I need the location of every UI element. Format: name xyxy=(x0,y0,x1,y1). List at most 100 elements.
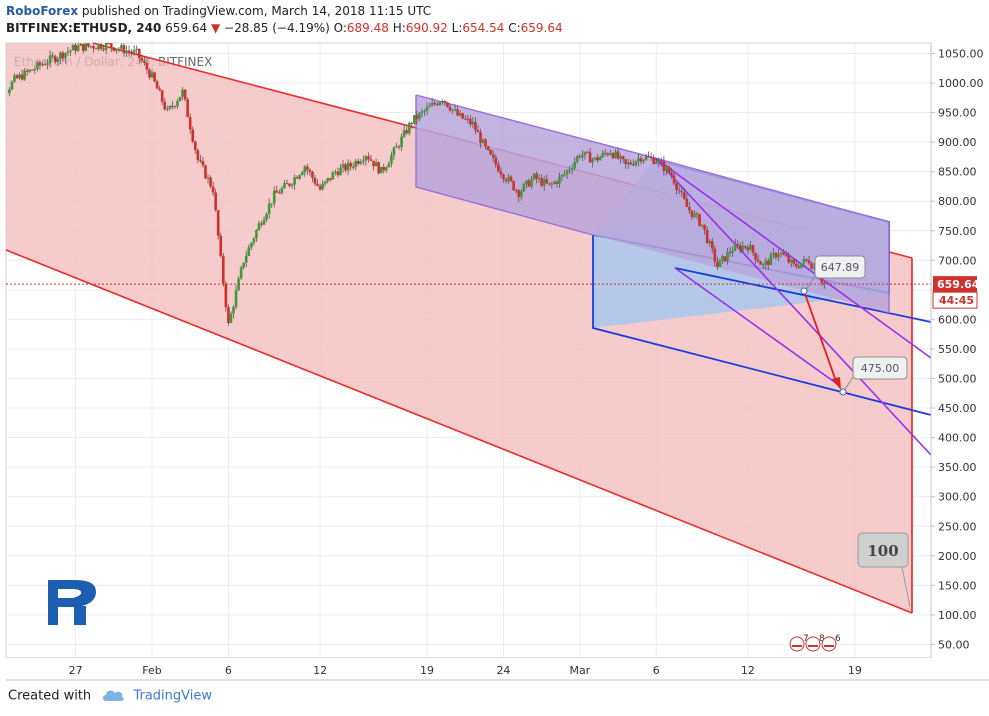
candle-body xyxy=(92,46,95,49)
candle-body xyxy=(474,121,477,131)
candle-body xyxy=(665,166,668,171)
close-value: 659.64 xyxy=(520,21,563,35)
arrowhead-icon xyxy=(832,377,841,390)
candle-body xyxy=(15,75,19,79)
candle-body xyxy=(196,149,200,160)
candle-body xyxy=(48,55,52,64)
candle-body xyxy=(558,176,561,184)
candle-body xyxy=(789,259,793,263)
candle-body xyxy=(36,62,39,70)
candle-body xyxy=(649,156,653,158)
candle-body xyxy=(224,283,228,308)
candle-body xyxy=(206,177,210,179)
price-label-647: 647.89 xyxy=(814,255,866,279)
candle-body xyxy=(553,181,556,184)
price-axis-bg xyxy=(931,43,989,658)
low-value: 654.54 xyxy=(462,21,505,35)
candle-body xyxy=(504,179,508,182)
price-label-100-text: 100 xyxy=(867,542,898,560)
candle-body xyxy=(293,177,296,185)
candle-body xyxy=(629,162,633,165)
candle-body xyxy=(502,174,505,180)
candle-body xyxy=(323,181,327,184)
candle-body xyxy=(122,45,126,54)
candle-body xyxy=(336,171,340,176)
candle-body xyxy=(377,162,380,174)
candle-body xyxy=(550,183,554,185)
candle-body xyxy=(497,164,500,172)
candle-body xyxy=(601,152,605,157)
candle-body xyxy=(726,251,729,262)
label-leader xyxy=(901,566,911,608)
candle-body xyxy=(38,62,42,66)
symbol-label[interactable]: BITFINEX:ETHUSD, 240 xyxy=(6,21,162,35)
candle-body xyxy=(384,167,388,171)
candle-body xyxy=(232,307,235,314)
candle-body xyxy=(61,52,65,59)
candle-body xyxy=(163,101,167,110)
candle-body xyxy=(565,170,569,175)
candle-body xyxy=(705,229,709,243)
candle-body xyxy=(344,164,347,171)
candle-body xyxy=(23,70,26,80)
candle-body xyxy=(512,180,515,190)
candle-body xyxy=(772,253,775,255)
candle-body xyxy=(290,184,294,186)
label-leader xyxy=(805,275,816,291)
candle-body xyxy=(433,102,436,104)
tradingview-link[interactable]: TradingView xyxy=(133,688,212,704)
time-tick-label: 19 xyxy=(420,664,434,677)
channel-lower-line xyxy=(5,249,913,614)
candle-body xyxy=(145,62,149,70)
time-tick-label: 27 xyxy=(69,664,83,677)
candle-body xyxy=(446,102,449,107)
candle-body xyxy=(428,105,431,108)
candle-body xyxy=(769,254,773,266)
candle-body xyxy=(10,81,14,90)
candle-body xyxy=(94,48,98,50)
candle-body xyxy=(710,240,714,249)
candle-body xyxy=(392,147,396,156)
candle-body xyxy=(298,175,302,179)
candle-body xyxy=(657,160,661,163)
candle-body xyxy=(713,248,717,262)
candle-body xyxy=(76,45,80,51)
candle-body xyxy=(51,55,54,57)
candle-body xyxy=(53,56,57,62)
down-triangle-icon: ▼ xyxy=(210,21,221,35)
candle-body xyxy=(191,129,195,142)
candle-body xyxy=(69,50,72,52)
candle-body xyxy=(285,183,289,185)
candle-body xyxy=(79,43,82,46)
candle-body xyxy=(746,247,750,251)
candle-body xyxy=(247,247,251,256)
target-arrow-1 xyxy=(803,290,838,385)
candle-body xyxy=(400,136,403,148)
tradingview-cloud-icon xyxy=(103,690,125,701)
candle-body xyxy=(823,282,826,284)
candle-body xyxy=(318,185,322,190)
candle-body xyxy=(407,123,411,134)
candle-body xyxy=(632,164,635,166)
candle-body xyxy=(346,162,350,171)
candle-body xyxy=(812,267,816,269)
candle-body xyxy=(606,153,610,155)
publisher-name[interactable]: RoboForex xyxy=(6,4,79,18)
candle-body xyxy=(244,255,248,263)
candle-body xyxy=(158,88,161,91)
candle-body xyxy=(222,255,225,284)
candle-body xyxy=(382,166,386,171)
candle-body xyxy=(351,166,355,168)
time-tick-label: 6 xyxy=(225,664,232,677)
candle-body xyxy=(334,171,337,173)
candle-body xyxy=(469,118,472,125)
candle-body xyxy=(84,43,88,51)
last-price-badge xyxy=(933,276,977,293)
candle-body xyxy=(418,113,421,120)
candle-body xyxy=(25,70,29,72)
candle-body xyxy=(530,179,533,187)
time-tick-label: 12 xyxy=(313,664,327,677)
price-label-100-box xyxy=(857,532,909,568)
